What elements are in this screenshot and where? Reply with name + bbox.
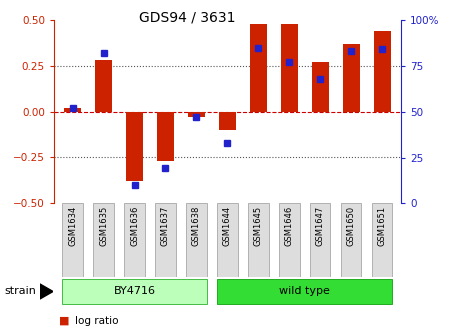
Text: GSM1635: GSM1635 [99, 206, 108, 246]
Bar [250, 24, 267, 112]
Bar [218, 203, 237, 277]
Bar [186, 203, 206, 277]
Bar [343, 44, 360, 112]
Bar [124, 203, 144, 277]
Text: GSM1638: GSM1638 [192, 206, 201, 246]
Bar [62, 279, 206, 304]
Bar [341, 203, 362, 277]
Text: GSM1651: GSM1651 [378, 206, 387, 246]
Text: GSM1637: GSM1637 [161, 206, 170, 246]
Bar [218, 279, 393, 304]
Bar [280, 203, 300, 277]
Bar [374, 31, 391, 112]
Bar [281, 24, 298, 112]
Text: GSM1645: GSM1645 [254, 206, 263, 246]
Bar [93, 203, 113, 277]
Text: GSM1650: GSM1650 [347, 206, 356, 246]
Bar [188, 112, 205, 117]
Bar [157, 112, 174, 161]
Text: GSM1636: GSM1636 [130, 206, 139, 246]
Text: wild type: wild type [280, 287, 330, 296]
Bar [95, 60, 112, 112]
Text: GSM1647: GSM1647 [316, 206, 325, 246]
Bar [249, 203, 269, 277]
Bar [62, 203, 83, 277]
Text: GSM1644: GSM1644 [223, 206, 232, 246]
Text: BY4716: BY4716 [113, 287, 156, 296]
Polygon shape [40, 284, 53, 299]
Text: GDS94 / 3631: GDS94 / 3631 [139, 10, 236, 24]
Bar [126, 112, 143, 181]
Text: ■: ■ [59, 316, 69, 326]
Bar [64, 108, 81, 112]
Text: GSM1634: GSM1634 [68, 206, 77, 246]
Text: log ratio: log ratio [75, 316, 119, 326]
Text: GSM1646: GSM1646 [285, 206, 294, 246]
Bar [219, 112, 236, 130]
Bar [310, 203, 331, 277]
Text: strain: strain [5, 287, 37, 296]
Bar [372, 203, 393, 277]
Bar [312, 62, 329, 112]
Bar [155, 203, 175, 277]
